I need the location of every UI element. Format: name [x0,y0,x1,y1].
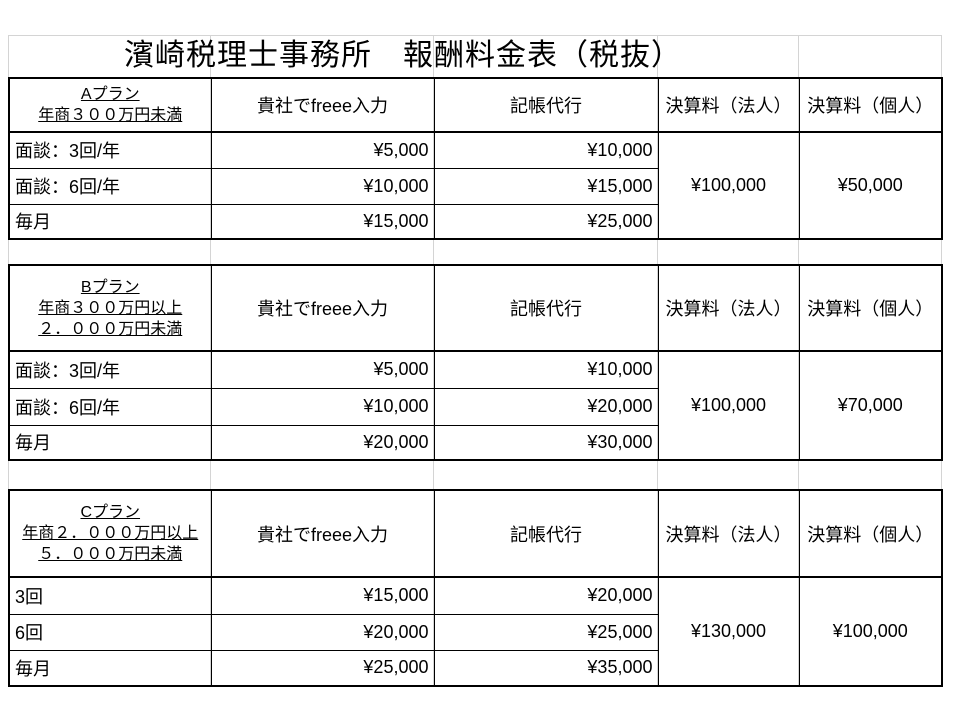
row-label: 面談：3回/年 [8,350,212,389]
gridline [8,35,941,36]
column-header: 決算料（個人） [798,264,943,352]
table-row: 毎月 ¥20,000 ¥30,000 [8,424,942,461]
plan-label-line: ５．０００万円未満 [38,546,183,563]
freee-input-fee: ¥25,000 [210,649,435,687]
bookkeeping-fee: ¥25,000 [433,613,659,651]
freee-input-fee: ¥5,000 [210,131,435,169]
table-row: 面談：3回/年 ¥5,000 ¥10,000 ¥100,000 ¥50,000 [8,131,943,240]
row-label: 面談：3回/年 [8,131,212,169]
settlement-individual-fee: ¥100,000 [798,576,943,687]
page-title: 濱崎税理士事務所 報酬料金表（税抜） [124,39,682,72]
settlement-corporate-fee: ¥130,000 [657,576,800,687]
plan-label: Cプラン年商２．０００万円以上 ５．０００万円未満 [8,489,212,578]
freee-input-fee: ¥20,000 [210,424,435,461]
column-header: 記帳代行 [433,264,659,352]
table-row: 面談：6回/年 ¥10,000 ¥15,000 [8,167,942,205]
plan-label-line: 年商２．０００万円以上 [22,525,199,542]
plan-header-row: Bプラン 年商３００万円以上 ２．０００万円未満 貴社でfreee入力 記帳代行 決算料（… [8,264,943,352]
freee-input-fee: ¥20,000 [210,613,435,651]
plan-label-line: 年商３００万円未満 [38,107,183,124]
bookkeeping-fee: ¥10,000 [433,350,659,389]
plan-label: Aプラン年商３００万円未満 [8,77,212,133]
bookkeeping-fee: ¥20,000 [433,387,659,426]
column-header: 貴社でfreee入力 [210,77,435,133]
plan-table: Cプラン 年商２．０００万円以上 ５．０００万円未満 貴社でfreee入力 記帳代行 決算… [8,489,943,687]
plan-label-line: Aプラン [80,86,140,103]
bookkeeping-fee: ¥30,000 [433,424,659,461]
table-row: 面談：3回/年 ¥5,000 ¥10,000 ¥100,000 ¥70,000 [8,350,943,461]
freee-input-fee: ¥15,000 [210,203,435,240]
column-header: 決算料（個人） [798,489,943,578]
column-header: 記帳代行 [433,489,659,578]
plan-label: Bプラン年商３００万円以上 ２．０００万円未満 [8,264,212,352]
row-label: 毎月 [8,203,212,240]
settlement-corporate-fee: ¥100,000 [657,131,800,240]
row-label: 3回 [8,576,212,615]
freee-input-fee: ¥10,000 [210,387,435,426]
plan-table: Aプラン 年商３００万円未満 貴社でfreee入力 記帳代行 決算料（法人） 決算料（個人… [8,77,943,240]
table-row: 面談：6回/年 ¥10,000 ¥20,000 [8,387,942,426]
gridline [798,35,799,77]
table-row: 3回 ¥15,000 ¥20,000 ¥130,000 ¥100,000 [8,576,943,687]
column-header: 記帳代行 [433,77,659,133]
column-header: 決算料（個人） [798,77,943,133]
row-label: 6回 [8,613,212,651]
column-header: 決算料（法人） [657,77,800,133]
table-row: 6回 ¥20,000 ¥25,000 [8,613,942,651]
bookkeeping-fee: ¥35,000 [433,649,659,687]
plan-label-line: ２．０００万円未満 [38,320,183,338]
bookkeeping-fee: ¥25,000 [433,203,659,240]
column-header: 貴社でfreee入力 [210,489,435,578]
column-header: 決算料（法人） [657,264,800,352]
plan-table: Bプラン 年商３００万円以上 ２．０００万円未満 貴社でfreee入力 記帳代行 決算料（… [8,264,943,461]
plan-label-line: Bプラン [80,278,140,296]
row-label: 毎月 [8,424,212,461]
freee-input-fee: ¥10,000 [210,167,435,205]
column-header: 決算料（法人） [657,489,800,578]
settlement-individual-fee: ¥70,000 [798,350,943,461]
bookkeeping-fee: ¥20,000 [433,576,659,615]
settlement-individual-fee: ¥50,000 [798,131,943,240]
freee-input-fee: ¥15,000 [210,576,435,615]
row-label: 面談：6回/年 [8,167,212,205]
plan-header-row: Aプラン 年商３００万円未満 貴社でfreee入力 記帳代行 決算料（法人） 決算料（個人… [8,77,943,133]
freee-input-fee: ¥5,000 [210,350,435,389]
bookkeeping-fee: ¥10,000 [433,131,659,169]
plan-label-line: 年商３００万円以上 [38,299,183,317]
column-header: 貴社でfreee入力 [210,264,435,352]
table-row: 毎月 ¥15,000 ¥25,000 [8,203,942,240]
plan-label-line: Cプラン [80,504,141,521]
row-label: 面談：6回/年 [8,387,212,426]
bookkeeping-fee: ¥15,000 [433,167,659,205]
table-row: 毎月 ¥25,000 ¥35,000 [8,649,942,687]
plan-header-row: Cプラン 年商２．０００万円以上 ５．０００万円未満 貴社でfreee入力 記帳代行 決算… [8,489,943,578]
row-label: 毎月 [8,649,212,687]
settlement-corporate-fee: ¥100,000 [657,350,800,461]
